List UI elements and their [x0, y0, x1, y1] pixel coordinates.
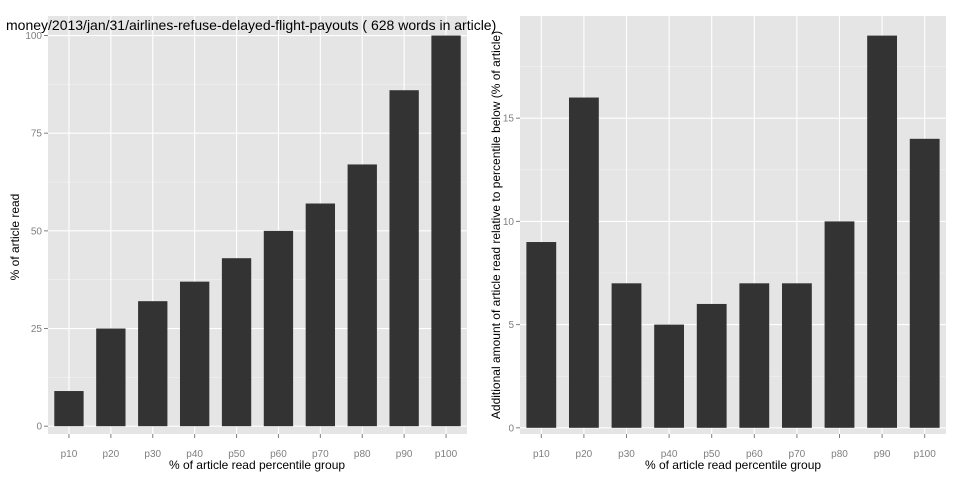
x-tick-label: p50: [703, 449, 720, 460]
bar-p90: [867, 35, 898, 428]
left-y-axis-title: % of article read: [8, 194, 22, 281]
left-y-ticks: 0 25 50 75 100: [25, 31, 48, 433]
left-bars: [54, 35, 461, 427]
bar-p30: [611, 283, 642, 428]
y-tick-label: 10: [503, 217, 515, 228]
bar-p20: [568, 97, 599, 428]
bar-p60: [263, 230, 294, 427]
bar-p10: [526, 242, 557, 428]
bar-p50: [696, 303, 727, 428]
x-tick-label: p80: [354, 449, 371, 460]
x-tick-label: p70: [789, 449, 806, 460]
bar-p90: [389, 90, 419, 427]
x-tick-label: p40: [186, 449, 203, 460]
bar-p30: [138, 301, 168, 427]
x-tick-label: p30: [618, 449, 635, 460]
y-tick-label: 0: [508, 423, 514, 434]
bar-p40: [179, 281, 210, 427]
right-bars: [526, 35, 940, 428]
left-x-axis-title: % of article read percentile group: [169, 458, 345, 472]
bar-p20: [96, 328, 126, 427]
bar-p70: [781, 283, 812, 428]
x-tick-label: p60: [270, 449, 287, 460]
right-x-ticks: p10 p20 p30 p40 p50 p60 p70 p80 p90 p100: [533, 434, 936, 460]
y-tick-label: 25: [31, 324, 43, 335]
x-tick-label: p100: [914, 449, 937, 460]
y-tick-label: 15: [503, 114, 515, 125]
right-y-axis-title: Additional amount of article read relati…: [489, 31, 503, 419]
bar-p10: [54, 391, 84, 427]
bar-p100: [909, 138, 940, 428]
x-tick-label: p80: [831, 449, 848, 460]
x-tick-label: p10: [61, 449, 78, 460]
bar-p50: [221, 258, 252, 427]
x-tick-label: p100: [435, 449, 458, 460]
bar-p80: [824, 221, 855, 428]
x-tick-label: p60: [746, 449, 763, 460]
x-tick-label: p30: [144, 449, 161, 460]
bar-p100: [431, 35, 461, 427]
y-tick-label: 5: [508, 320, 514, 331]
x-tick-label: p50: [228, 449, 245, 460]
bar-p60: [739, 283, 770, 428]
right-x-axis-title: % of article read percentile group: [645, 458, 821, 472]
x-tick-label: p20: [576, 449, 593, 460]
x-tick-label: p10: [533, 449, 550, 460]
x-tick-label: p70: [312, 449, 329, 460]
y-tick-label: 50: [31, 226, 43, 237]
bar-p70: [305, 203, 336, 427]
x-tick-label: p90: [874, 449, 891, 460]
y-tick-label: 75: [31, 129, 43, 140]
x-tick-label: p90: [396, 449, 413, 460]
right-y-ticks: 0 5 10 15: [503, 114, 520, 434]
chart-title: money/2013/jan/31/airlines-refuse-delaye…: [6, 17, 496, 33]
y-tick-label: 0: [36, 422, 42, 433]
y-tick-label: 100: [25, 31, 42, 42]
x-tick-label: p20: [103, 449, 120, 460]
bar-p40: [654, 324, 685, 428]
left-x-ticks: p10 p20 p30 p40 p50 p60 p70 p80 p90 p100: [61, 434, 458, 460]
x-tick-label: p40: [661, 449, 678, 460]
bar-p80: [347, 164, 377, 427]
